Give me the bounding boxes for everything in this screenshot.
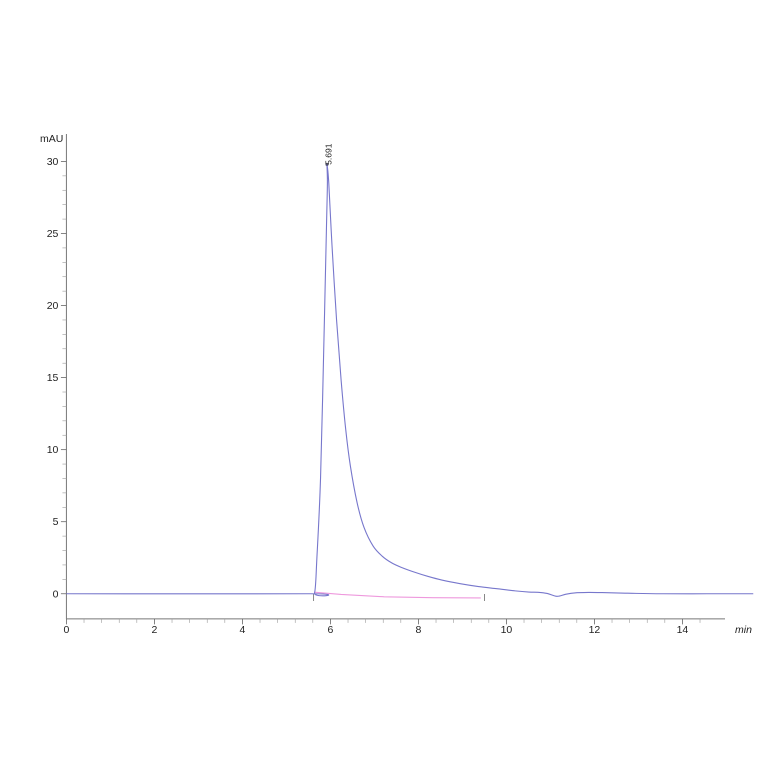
svg-text:5: 5 [53,516,59,528]
svg-text:8: 8 [415,624,421,636]
svg-text:20: 20 [47,300,59,312]
svg-text:6: 6 [327,624,333,636]
svg-text:10: 10 [501,624,513,636]
svg-text:10: 10 [47,444,59,456]
svg-text:0: 0 [63,624,69,636]
svg-text:min: min [735,624,752,636]
svg-text:30: 30 [47,156,59,168]
svg-text:12: 12 [589,624,601,636]
svg-text:25: 25 [47,228,59,240]
svg-text:5.691: 5.691 [323,143,333,165]
svg-text:15: 15 [47,372,59,384]
svg-text:0: 0 [53,588,59,600]
svg-text:mAU: mAU [40,133,63,145]
svg-text:4: 4 [239,624,245,636]
svg-text:2: 2 [151,624,157,636]
svg-text:14: 14 [677,624,689,636]
